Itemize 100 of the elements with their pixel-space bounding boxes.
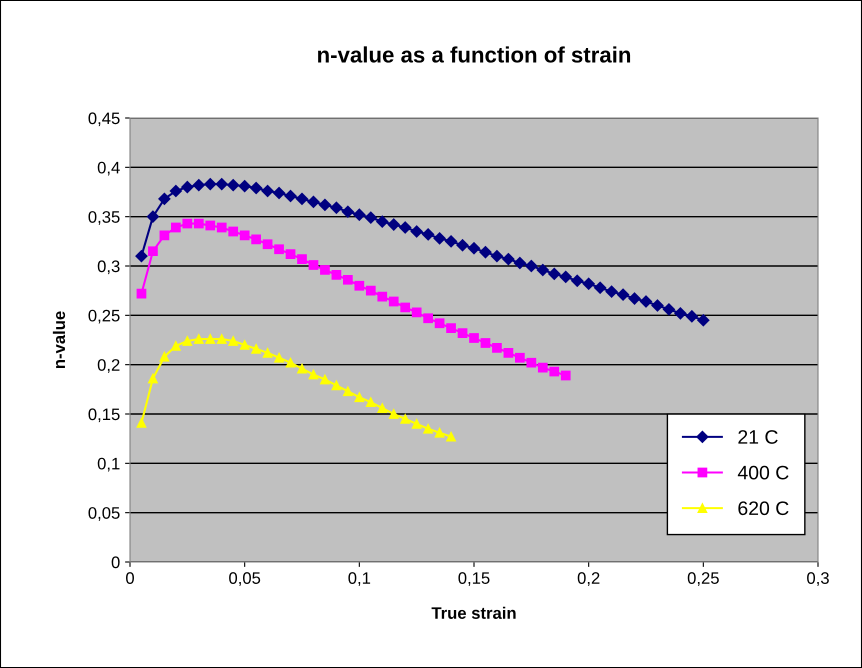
point — [227, 178, 240, 192]
point — [422, 228, 434, 241]
y-tick-label: 0,1 — [98, 458, 120, 472]
point — [284, 190, 297, 202]
point — [412, 419, 422, 429]
point — [158, 192, 170, 206]
point — [136, 288, 146, 298]
point — [194, 218, 204, 228]
point — [651, 299, 664, 312]
point — [308, 370, 318, 380]
legend-label: 21 C — [738, 430, 778, 444]
point — [354, 280, 364, 291]
point — [286, 249, 296, 260]
point — [444, 235, 458, 248]
point — [434, 318, 444, 328]
y-tick-label: 0,35 — [88, 211, 120, 225]
point — [171, 222, 181, 232]
point — [342, 206, 354, 218]
point — [240, 230, 250, 240]
point — [262, 239, 272, 250]
point — [272, 186, 286, 200]
x-tick-label: 0,3 — [807, 572, 829, 586]
point — [216, 334, 227, 344]
point — [297, 364, 307, 374]
point — [332, 270, 342, 280]
point — [148, 374, 158, 384]
point — [480, 338, 490, 348]
y-tick-label: 0 — [112, 556, 120, 568]
point — [262, 348, 272, 358]
point — [205, 220, 216, 230]
point — [423, 313, 433, 324]
point — [262, 184, 274, 198]
point — [412, 308, 422, 318]
point — [216, 178, 228, 190]
y-tick-label: 0,4 — [98, 162, 120, 176]
point — [549, 366, 560, 376]
point — [274, 244, 284, 254]
point — [490, 250, 504, 262]
point — [376, 216, 388, 228]
point — [686, 310, 698, 322]
legend-label: 620 C — [738, 501, 789, 516]
point — [525, 260, 538, 272]
x-tick-label: 0 — [126, 572, 134, 584]
x-tick-label: 0,25 — [688, 572, 719, 586]
x-tick-label: 0,2 — [578, 572, 600, 586]
y-tick-label: 0,25 — [88, 310, 120, 324]
x-tick-label: 0,05 — [229, 572, 260, 586]
point — [434, 428, 444, 438]
point — [251, 344, 261, 354]
point — [504, 348, 514, 358]
point — [148, 246, 158, 256]
point — [697, 314, 710, 326]
point — [366, 397, 376, 408]
point — [628, 292, 641, 305]
point — [662, 303, 676, 316]
y-tick-label: 0,05 — [88, 507, 120, 521]
x-tick-label: 0,15 — [458, 572, 490, 586]
point — [479, 246, 492, 258]
point — [181, 180, 194, 194]
point — [377, 292, 388, 302]
point — [571, 274, 584, 287]
point — [320, 265, 330, 275]
point — [182, 336, 192, 346]
point — [136, 418, 146, 428]
point — [240, 340, 250, 350]
point — [353, 208, 366, 221]
point — [458, 328, 468, 338]
point — [286, 358, 296, 368]
point — [330, 202, 342, 214]
point — [238, 180, 251, 192]
point — [468, 242, 480, 254]
point — [446, 323, 456, 334]
point — [640, 295, 652, 308]
point — [146, 210, 160, 223]
point — [228, 226, 238, 236]
point — [674, 307, 686, 320]
point — [388, 409, 399, 419]
point — [514, 256, 526, 270]
point — [446, 432, 456, 442]
x-axis-title: True strain — [432, 606, 516, 619]
point — [456, 239, 469, 252]
point — [366, 286, 376, 296]
point — [135, 250, 148, 262]
point — [297, 254, 307, 264]
point — [582, 278, 595, 290]
point — [251, 234, 261, 244]
point — [343, 386, 353, 396]
point — [160, 352, 170, 362]
point — [307, 196, 320, 208]
point — [343, 274, 353, 285]
point — [502, 252, 514, 266]
point — [423, 424, 433, 434]
point — [548, 268, 560, 280]
point — [560, 370, 571, 380]
point — [205, 334, 216, 344]
y-axis-title: n-value — [52, 311, 66, 368]
point — [400, 302, 410, 312]
point — [515, 352, 525, 363]
point — [320, 374, 330, 384]
y-tick-label: 0,2 — [98, 359, 120, 373]
